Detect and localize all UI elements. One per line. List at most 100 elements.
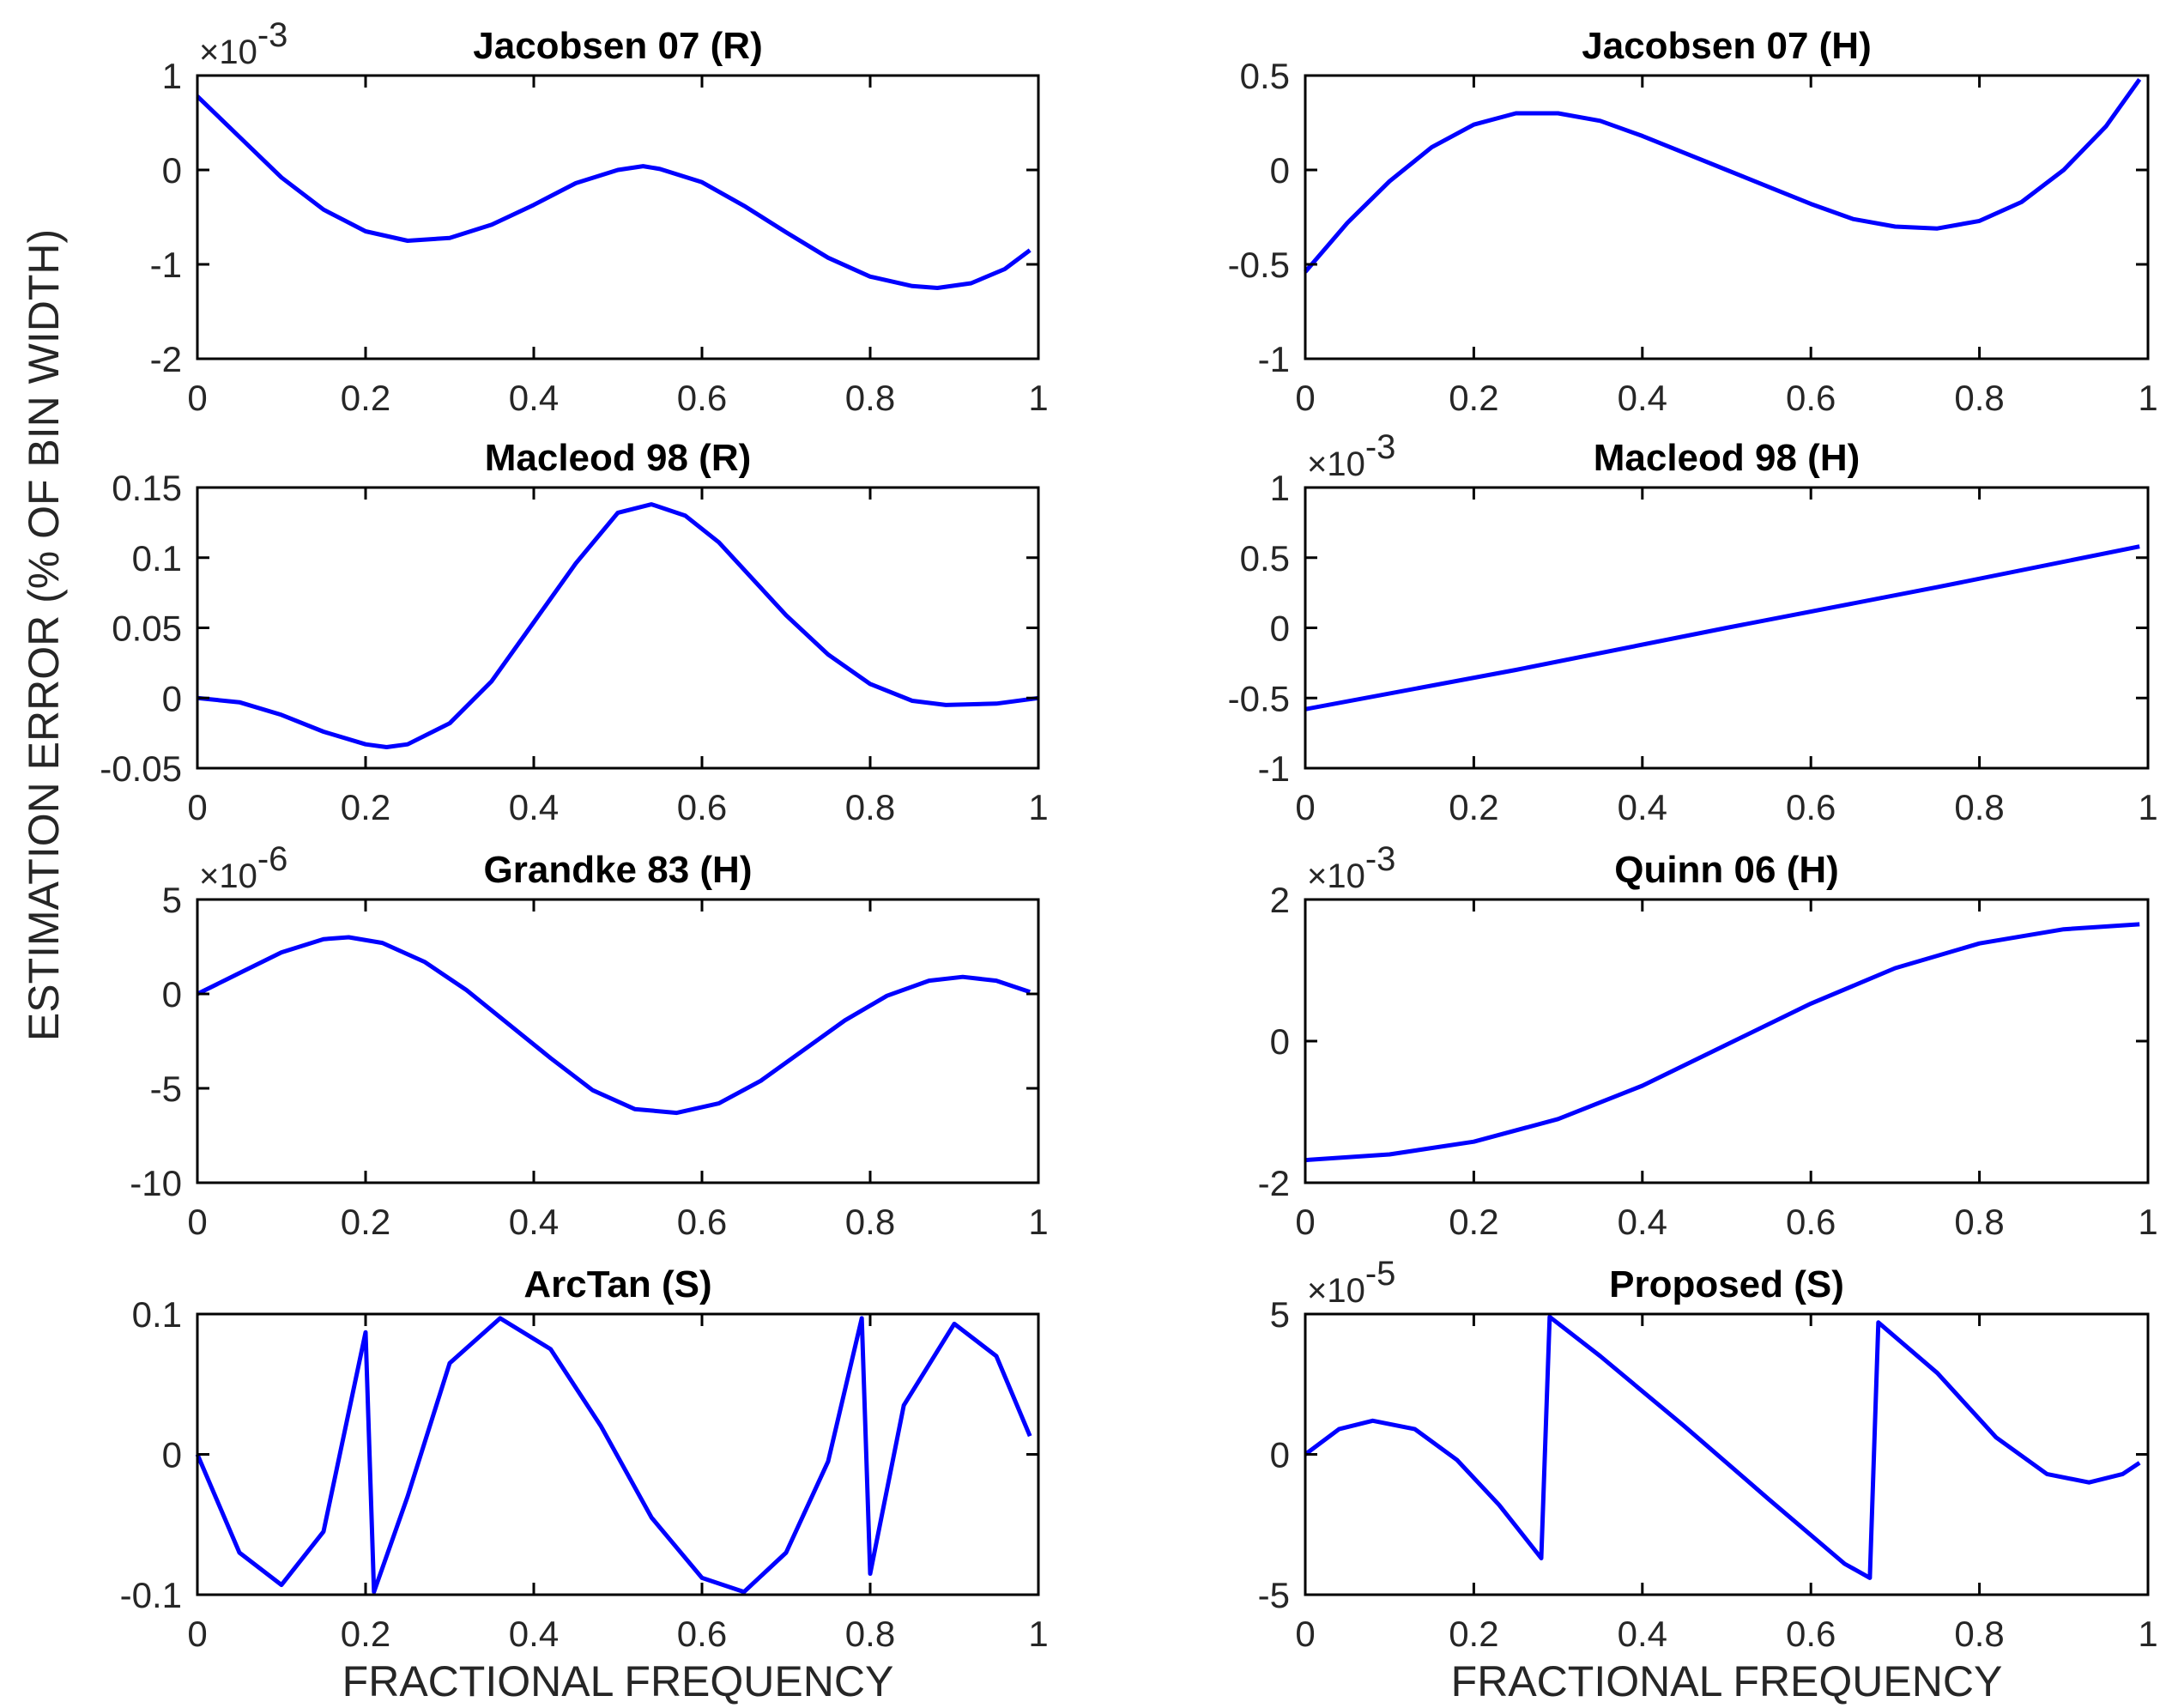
- y-tick-label: 5: [1270, 1294, 1290, 1335]
- subplot-title: Jacobsen 07 (H): [1582, 25, 1871, 67]
- x-tick-label: 0.6: [677, 378, 727, 418]
- series-line: [195, 1316, 1032, 1595]
- x-tick-label: 1: [1028, 1614, 1048, 1654]
- y-tick-label: 0: [1270, 1435, 1290, 1475]
- x-tick-label: 0.8: [1954, 787, 2004, 827]
- series-line: [196, 94, 1032, 290]
- y-tick-label: -1: [150, 245, 182, 285]
- subplot-title: Proposed (S): [1609, 1263, 1844, 1305]
- y-exponent-label: ×10-5: [1307, 1255, 1395, 1310]
- x-tick-label: 1: [2138, 378, 2157, 418]
- x-tick-label: 0: [187, 378, 207, 418]
- y-tick-label: 2: [1270, 880, 1290, 920]
- y-tick-label: 5: [162, 880, 182, 920]
- x-tick-label: 0.6: [1786, 378, 1836, 418]
- y-tick-label: 0.05: [112, 609, 182, 649]
- axes-box: [1304, 74, 2150, 360]
- x-tick-label: 0.8: [1954, 1614, 2004, 1654]
- x-tick-label: 0.8: [845, 787, 895, 827]
- y-exponent-label: ×10-3: [199, 16, 287, 71]
- subplot-title: Macleod 98 (H): [1594, 437, 1860, 479]
- x-axis-label: FRACTIONAL FREQUENCY: [342, 1657, 894, 1705]
- y-tick-label: 1: [1270, 468, 1290, 508]
- x-tick-label: 0.8: [845, 1202, 895, 1242]
- x-tick-label: 0.4: [509, 1202, 559, 1242]
- axes-box: [196, 486, 1040, 770]
- y-tick-label: -5: [1258, 1575, 1290, 1615]
- x-tick-label: 0: [1295, 1202, 1315, 1242]
- subplot-proposed-s: Proposed (S)0 0.2 0.4 0.6 0.8 1-505×10-5FRACT…: [1258, 1255, 2158, 1705]
- x-tick-label: 0: [187, 1202, 207, 1242]
- series-line: [1304, 544, 2140, 712]
- subplot-grandke-83-h: Grandke 83 (H) 0 0.2 0.4 0.6 0.8 1 -10 -5 0 5 ×10-6: [130, 840, 1048, 1242]
- subplot-macleod-98-r: Macleod 98 (R)0 0.2 0.4 0.6 0.8 1-0.0500.050.…: [100, 437, 1048, 827]
- subplot-macleod-98-h: Macleod 98 (H) 0 0.2 0.4 0.6 0.8 1 -1 -0.5 0 0.5 1 ×…: [1228, 428, 2158, 827]
- x-tick-label: 0.2: [1449, 378, 1498, 418]
- series-line: [1304, 922, 2140, 1163]
- y-tick-label: 0.5: [1240, 538, 1290, 578]
- subplot-arctan-s: ArcTan (S)0 0.2 0.4 0.6 0.8 1-0.100.1FRACTION…: [120, 1263, 1049, 1705]
- y-tick-label: 0: [162, 974, 182, 1015]
- x-tick-label: 0.2: [1449, 787, 1498, 827]
- x-tick-label: 0.2: [341, 1614, 390, 1654]
- x-tick-label: 0.6: [677, 1202, 727, 1242]
- y-tick-label: -0.05: [100, 748, 182, 789]
- x-tick-label: 0: [1295, 1614, 1315, 1654]
- x-tick-label: 0.8: [1954, 1202, 2004, 1242]
- y-exponent-label: ×10-6: [199, 840, 287, 895]
- y-tick-label: 0: [1270, 1021, 1290, 1062]
- y-tick-label: 0: [1270, 150, 1290, 191]
- y-tick-label: -1: [1258, 339, 1290, 379]
- subplot-grid: Jacobsen 07 (R)0 0.2 0.4 0.6 0.8 1-2-101×10-3…: [100, 16, 2157, 1705]
- x-tick-label: 1: [2138, 1202, 2157, 1242]
- x-tick-label: 0.2: [1449, 1202, 1498, 1242]
- x-tick-label: 0.8: [845, 378, 895, 418]
- x-tick-label: 1: [1028, 787, 1048, 827]
- x-tick-label: 0.4: [1618, 787, 1667, 827]
- series-line: [196, 935, 1031, 1116]
- y-exponent-label: ×10-3: [1307, 428, 1395, 483]
- subplot-jacobsen-07-r: Jacobsen 07 (R) 0 0.2 0.4 0.6 0.8 1 -2 -1 0 1 ×10-3: [150, 16, 1049, 418]
- x-tick-label: 0.2: [341, 1202, 390, 1242]
- subplot-title: Macleod 98 (R): [485, 437, 752, 479]
- subplot-quinn-06-h: Quinn 06 (H)0 0.2 0.4 0.6 0.8 1-202×10-3: [1258, 840, 2158, 1242]
- axes-box: [196, 898, 1040, 1184]
- axes-box: [1304, 898, 2150, 1184]
- x-tick-label: 0: [1295, 378, 1315, 418]
- x-tick-label: 1: [2138, 787, 2157, 827]
- x-tick-label: 0.4: [509, 1614, 559, 1654]
- x-tick-label: 0.6: [1786, 787, 1836, 827]
- x-tick-label: 0: [187, 787, 207, 827]
- series-line: [197, 502, 1039, 749]
- y-tick-label: -10: [130, 1163, 182, 1203]
- x-tick-label: 0.6: [1786, 1202, 1836, 1242]
- y-tick-label: 0.15: [112, 468, 182, 508]
- x-tick-label: 0.6: [677, 1614, 727, 1654]
- x-tick-label: 0.6: [677, 787, 727, 827]
- y-exponent-label: ×10-3: [1307, 840, 1395, 895]
- subplot-title: Jacobsen 07 (R): [473, 25, 762, 67]
- y-tick-label: 0.1: [132, 1294, 182, 1335]
- axes-box: [196, 74, 1040, 360]
- y-tick-label: -2: [150, 339, 182, 379]
- y-tick-label: 0: [162, 1435, 182, 1475]
- x-tick-label: 0.4: [509, 787, 559, 827]
- x-tick-label: 1: [1028, 378, 1048, 418]
- x-tick-label: 0: [1295, 787, 1315, 827]
- y-tick-label: -1: [1258, 748, 1290, 789]
- subplot-jacobsen-07-h: Jacobsen 07 (H) 0 0.2 0.4 0.6 0.8 1 -1 -0.5 0 0.5: [1228, 25, 2158, 418]
- x-tick-label: 0.2: [341, 787, 390, 827]
- x-tick-label: 0.2: [1449, 1614, 1498, 1654]
- y-tick-label: 0.1: [132, 538, 182, 578]
- x-axis-label: FRACTIONAL FREQUENCY: [1451, 1657, 2003, 1705]
- y-tick-label: 0: [1270, 609, 1290, 649]
- x-tick-label: 0.6: [1786, 1614, 1836, 1654]
- x-tick-label: 0.4: [509, 378, 559, 418]
- series-line: [1304, 1314, 2141, 1580]
- y-tick-label: -5: [150, 1069, 182, 1109]
- x-tick-label: 0: [187, 1614, 207, 1654]
- series-line: [1304, 77, 2142, 274]
- x-tick-label: 1: [2138, 1614, 2157, 1654]
- y-tick-label: -0.5: [1228, 678, 1290, 718]
